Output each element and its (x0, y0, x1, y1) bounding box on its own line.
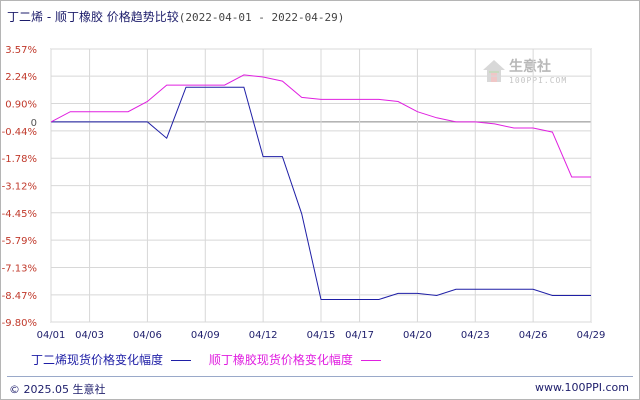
footer-divider (7, 376, 633, 377)
x-tick-label: 04/09 (191, 330, 220, 341)
legend-item-butadiene: 丁二烯现货价格变化幅度 (31, 351, 192, 368)
x-tick-label: 04/03 (75, 330, 104, 341)
y-tick-label: 3.57% (5, 45, 37, 56)
y-tick-label: -7.13% (2, 263, 37, 274)
x-tick-label: 04/01 (37, 330, 66, 341)
y-tick-label: -4.45% (2, 209, 37, 220)
chart-date-range: (2022-04-01 - 2022-04-29) (178, 11, 345, 24)
watermark-url: 100PPI.COM (509, 76, 568, 85)
x-tick-label: 04/26 (519, 330, 548, 341)
y-tick-label: -8.47% (2, 291, 37, 302)
legend-label-butadiene: 丁二烯现货价格变化幅度 (31, 353, 164, 367)
x-tick-label: 04/06 (133, 330, 162, 341)
legend-item-br: 顺丁橡胶现货价格变化幅度 (209, 351, 381, 368)
x-tick-label: 04/17 (345, 330, 374, 341)
y-tick-label: 0 (31, 118, 37, 129)
line-chart: 3.57% 2.24% 0.90% 0-0.44% -1.78% -3.12% -4.45%… (2, 45, 606, 341)
x-tick-label: 04/29 (577, 330, 606, 341)
y-tick-label: 0.90% (5, 100, 37, 111)
footer-copyright: © 2025.05 生意社 (9, 383, 106, 396)
y-tick-label: -0.44% (2, 127, 37, 138)
x-tick-label: 04/20 (403, 330, 432, 341)
series-line-br (50, 74, 591, 178)
y-tick-label: -1.78% (2, 154, 37, 165)
y-tick-label: -5.79% (2, 236, 37, 247)
series-line-butadiene (51, 86, 591, 300)
chart-title-text: 丁二烯 - 顺丁橡胶 价格趋势比较 (7, 10, 179, 24)
legend-swatch-br (360, 360, 381, 361)
legend-label-br: 顺丁橡胶现货价格变化幅度 (208, 353, 353, 367)
y-tick-label: 2.24% (5, 72, 37, 83)
watermark-name: 生意社 (509, 59, 551, 75)
y-tick-label: -9.80% (2, 318, 37, 329)
chart-title: 丁二烯 - 顺丁橡胶 价格趋势比较(2022-04-01 - 2022-04-2… (7, 8, 344, 25)
footer-site-link[interactable]: www.100PPI.com (535, 381, 629, 394)
x-tick-label: 04/15 (307, 330, 336, 341)
legend-swatch-butadiene (171, 360, 192, 361)
chart-legend: 丁二烯现货价格变化幅度 顺丁橡胶现货价格变化幅度 (31, 351, 395, 368)
y-tick-label: -3.12% (2, 182, 37, 193)
x-tick-label: 04/12 (249, 330, 278, 341)
x-tick-label: 04/23 (461, 330, 490, 341)
